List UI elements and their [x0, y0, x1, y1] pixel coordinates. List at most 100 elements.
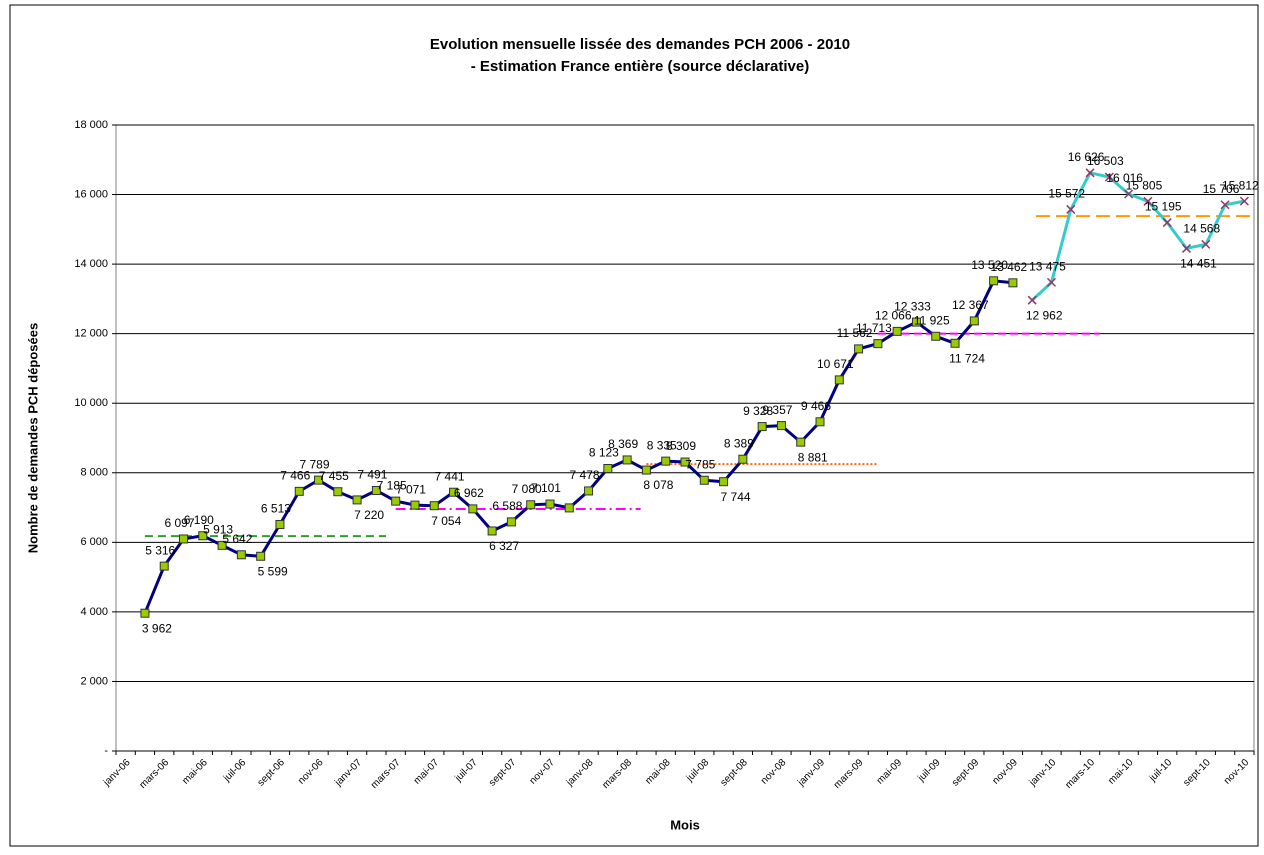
marker [931, 331, 941, 341]
marker [198, 531, 208, 541]
data-label: 7 101 [531, 481, 561, 495]
marker [526, 500, 536, 510]
marker [1104, 172, 1114, 182]
data-label: 6 097 [164, 516, 194, 530]
marker [1066, 204, 1076, 214]
marker [1143, 196, 1153, 206]
marker [1239, 196, 1249, 206]
y-tick-label: 8 000 [80, 467, 108, 479]
marker [1220, 200, 1230, 210]
marker [371, 485, 381, 495]
marker [1124, 189, 1134, 199]
data-label: 5 913 [203, 523, 233, 537]
series-line [143, 279, 1014, 614]
marker [1046, 277, 1057, 287]
data-label: 16 503 [1087, 154, 1124, 168]
data-label: 8 078 [643, 478, 673, 492]
data-label: 9 328 [743, 404, 773, 418]
data-label: 12 962 [1026, 308, 1063, 322]
data-label: 7 455 [319, 469, 349, 483]
marker [622, 455, 632, 465]
data-label: 7 466 [280, 469, 310, 483]
data-label: 14 451 [1180, 257, 1217, 271]
data-label: 8 389 [724, 436, 754, 450]
y-axis-label: Nombre de demandes PCH déposées [25, 323, 40, 553]
data-label: 6 327 [489, 539, 519, 553]
data-label: 5 599 [258, 564, 288, 578]
data-label: 16 626 [1068, 150, 1105, 164]
data-label: 3 962 [142, 621, 172, 635]
marker [1201, 239, 1211, 249]
marker [719, 477, 729, 487]
y-tick-label: 12 000 [74, 328, 108, 340]
data-label: 7 185 [377, 478, 407, 492]
y-tick-label: 2 000 [80, 675, 108, 687]
data-label: 13 475 [1029, 260, 1066, 274]
marker [487, 526, 497, 536]
marker [410, 500, 420, 510]
data-label: 5 642 [222, 532, 252, 546]
marker [641, 465, 651, 475]
marker [757, 422, 767, 432]
marker [776, 421, 786, 431]
marker [294, 486, 304, 496]
data-label: 12 333 [894, 299, 931, 313]
data-label: 7 744 [721, 490, 751, 504]
marker [429, 501, 439, 511]
marker [969, 316, 979, 326]
data-label: 8 309 [666, 439, 696, 453]
data-label: 10 671 [817, 357, 854, 371]
data-label: 14 568 [1183, 222, 1220, 236]
y-tick-label: 6 000 [80, 536, 108, 548]
data-label: 6 513 [261, 502, 291, 516]
marker [1162, 218, 1172, 228]
chart-title: Evolution mensuelle lissée des demandes … [430, 36, 850, 53]
y-tick-label: 4 000 [80, 606, 108, 618]
marker [892, 326, 902, 336]
marker [333, 487, 343, 497]
y-tick-label: 10 000 [74, 397, 108, 409]
marker [159, 561, 169, 571]
marker [275, 519, 285, 529]
data-label: 11 925 [914, 313, 950, 327]
data-label: 6 962 [454, 486, 484, 500]
data-label: 7 441 [435, 469, 465, 483]
marker [314, 475, 324, 485]
marker [1008, 278, 1018, 288]
marker [391, 496, 401, 506]
data-label: 15 706 [1203, 182, 1240, 196]
data-label: 9 466 [801, 399, 831, 413]
marker [1085, 168, 1095, 178]
data-label: 12 066 [875, 309, 912, 323]
marker [217, 540, 227, 550]
data-label: 7 789 [300, 457, 330, 471]
y-tick-label: 14 000 [74, 258, 108, 270]
marker [449, 487, 459, 497]
y-tick-label: 18 000 [74, 119, 108, 131]
data-label: 11 562 [837, 326, 873, 340]
data-label: 7 785 [685, 457, 715, 471]
data-label: 13 462 [991, 260, 1028, 274]
data-label: 11 713 [856, 321, 892, 335]
marker [256, 551, 266, 561]
data-label: 7 071 [396, 482, 426, 496]
data-label: 8 369 [608, 437, 638, 451]
marker [699, 475, 709, 485]
marker [584, 486, 594, 496]
marker [564, 503, 574, 513]
plot-area [115, 124, 1255, 752]
marker [911, 317, 921, 327]
data-label: 7 080 [512, 482, 542, 496]
marker [1027, 295, 1037, 305]
data-label: 7 478 [570, 468, 600, 482]
data-label: 7 491 [357, 468, 387, 482]
x-axis-label: Mois [670, 817, 700, 832]
data-label: 6 588 [492, 499, 522, 513]
data-label: 13 520 [971, 258, 1008, 272]
data-label: 9 357 [762, 403, 792, 417]
marker [1181, 243, 1192, 253]
marker [468, 504, 478, 514]
data-label: 15 805 [1126, 179, 1163, 193]
marker [873, 339, 883, 349]
